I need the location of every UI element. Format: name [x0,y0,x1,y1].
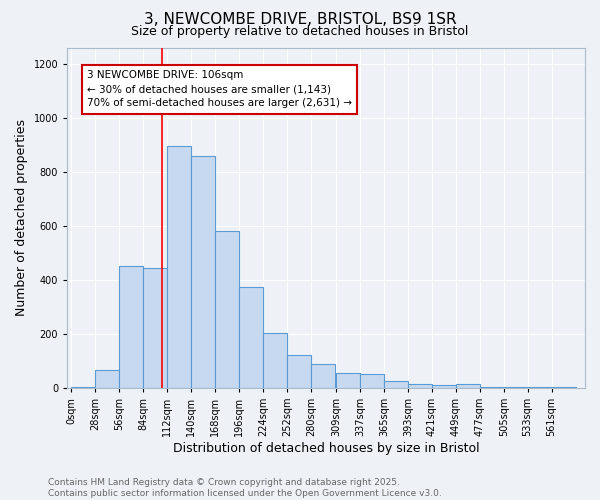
Bar [215,231,239,388]
Text: Size of property relative to detached houses in Bristol: Size of property relative to detached ho… [131,25,469,38]
Bar [480,386,503,388]
Bar [143,268,167,388]
Bar [239,286,263,388]
Bar [263,332,287,388]
Bar [71,386,95,388]
Bar [311,364,335,388]
Bar [432,384,456,388]
Bar [384,381,408,388]
Text: Contains HM Land Registry data © Crown copyright and database right 2025.
Contai: Contains HM Land Registry data © Crown c… [48,478,442,498]
Bar [95,370,119,388]
Bar [527,387,551,388]
Bar [167,146,191,388]
Bar [336,373,360,388]
Bar [551,387,575,388]
X-axis label: Distribution of detached houses by size in Bristol: Distribution of detached houses by size … [173,442,479,455]
Bar [287,356,311,388]
Bar [119,266,143,388]
Bar [360,374,384,388]
Text: 3, NEWCOMBE DRIVE, BRISTOL, BS9 1SR: 3, NEWCOMBE DRIVE, BRISTOL, BS9 1SR [143,12,457,28]
Bar [503,386,527,388]
Bar [456,384,480,388]
Bar [191,156,215,388]
Y-axis label: Number of detached properties: Number of detached properties [15,119,28,316]
Bar [408,384,432,388]
Text: 3 NEWCOMBE DRIVE: 106sqm
← 30% of detached houses are smaller (1,143)
70% of sem: 3 NEWCOMBE DRIVE: 106sqm ← 30% of detach… [87,70,352,108]
